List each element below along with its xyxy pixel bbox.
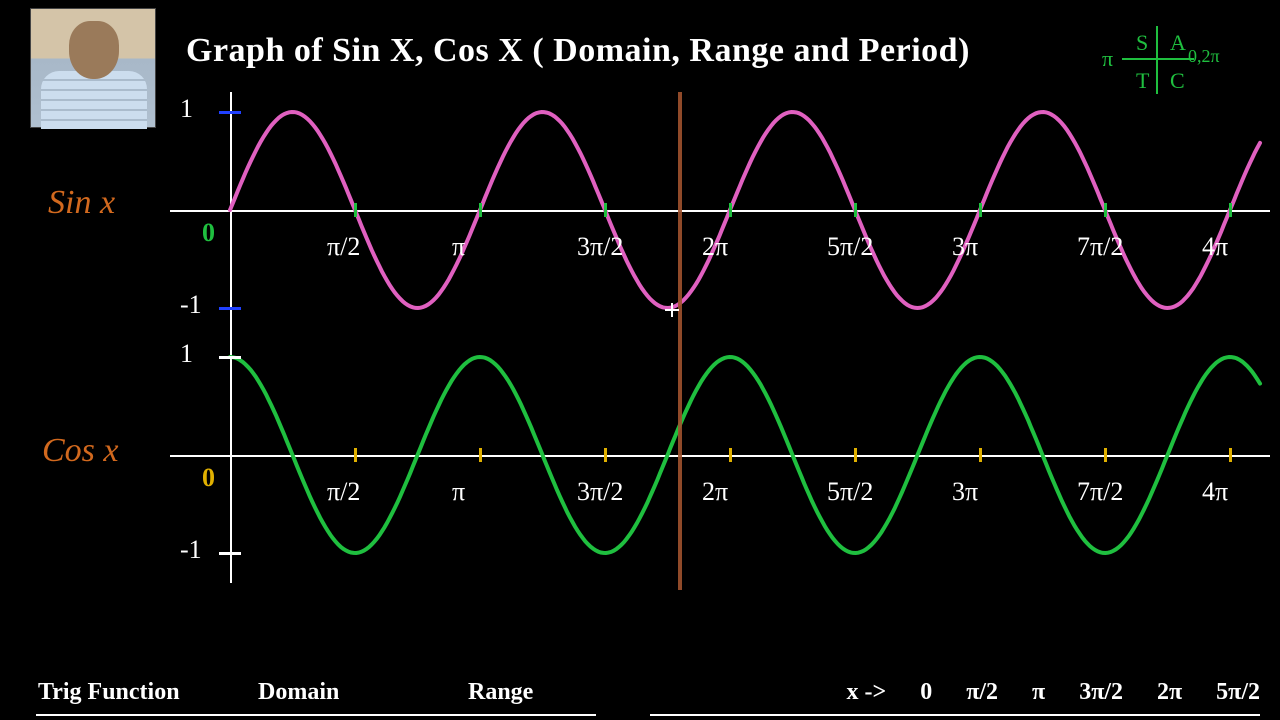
x-tick	[1229, 448, 1232, 462]
slide-root: { "title": "Graph of Sin X, Cos X ( Doma…	[0, 0, 1280, 720]
x-values-row: x -> 0 π/2 π 3π/2 2π 5π/2	[847, 679, 1260, 706]
x-tick-label: 7π/2	[1077, 477, 1123, 507]
bottom-bar: Trig Function Domain Range x -> 0 π/2 π …	[0, 666, 1280, 720]
y-tick-label: 1	[180, 339, 193, 369]
period-marker-line	[678, 92, 682, 590]
x-tick-label: 2π	[702, 477, 728, 507]
x-tick-label: 3π	[952, 477, 978, 507]
cos-chart: Cos x 0 1-1π/2π3π/22π5π/23π7π/24π	[0, 0, 1280, 720]
table-rule-left	[36, 714, 596, 716]
x-tick	[354, 448, 357, 462]
y-tick-label: -1	[180, 535, 202, 565]
x-tick	[729, 448, 732, 462]
x-v5: 5π/2	[1216, 679, 1260, 706]
x-v3: 3π/2	[1079, 679, 1123, 706]
col-range: Range	[468, 679, 533, 706]
x-v2: π	[1032, 679, 1045, 706]
x-tick	[979, 448, 982, 462]
cursor-icon	[665, 303, 679, 317]
table-rule-right	[650, 714, 1260, 716]
x-tick-label: π/2	[327, 477, 360, 507]
x-tick-label: 5π/2	[827, 477, 873, 507]
x-tick-label: 3π/2	[577, 477, 623, 507]
x-tick	[1104, 448, 1107, 462]
x-tick	[604, 448, 607, 462]
col-domain: Domain	[258, 679, 339, 706]
x-tick	[479, 448, 482, 462]
x-v1: π/2	[966, 679, 998, 706]
y-tick	[219, 552, 241, 555]
x-tick-label: 4π	[1202, 477, 1228, 507]
x-tick	[854, 448, 857, 462]
x-v4: 2π	[1157, 679, 1182, 706]
x-lead: x ->	[847, 679, 887, 706]
col-trig-function: Trig Function	[38, 679, 180, 706]
y-tick	[219, 356, 241, 359]
x-tick-label: π	[452, 477, 465, 507]
x-v0: 0	[920, 679, 932, 706]
